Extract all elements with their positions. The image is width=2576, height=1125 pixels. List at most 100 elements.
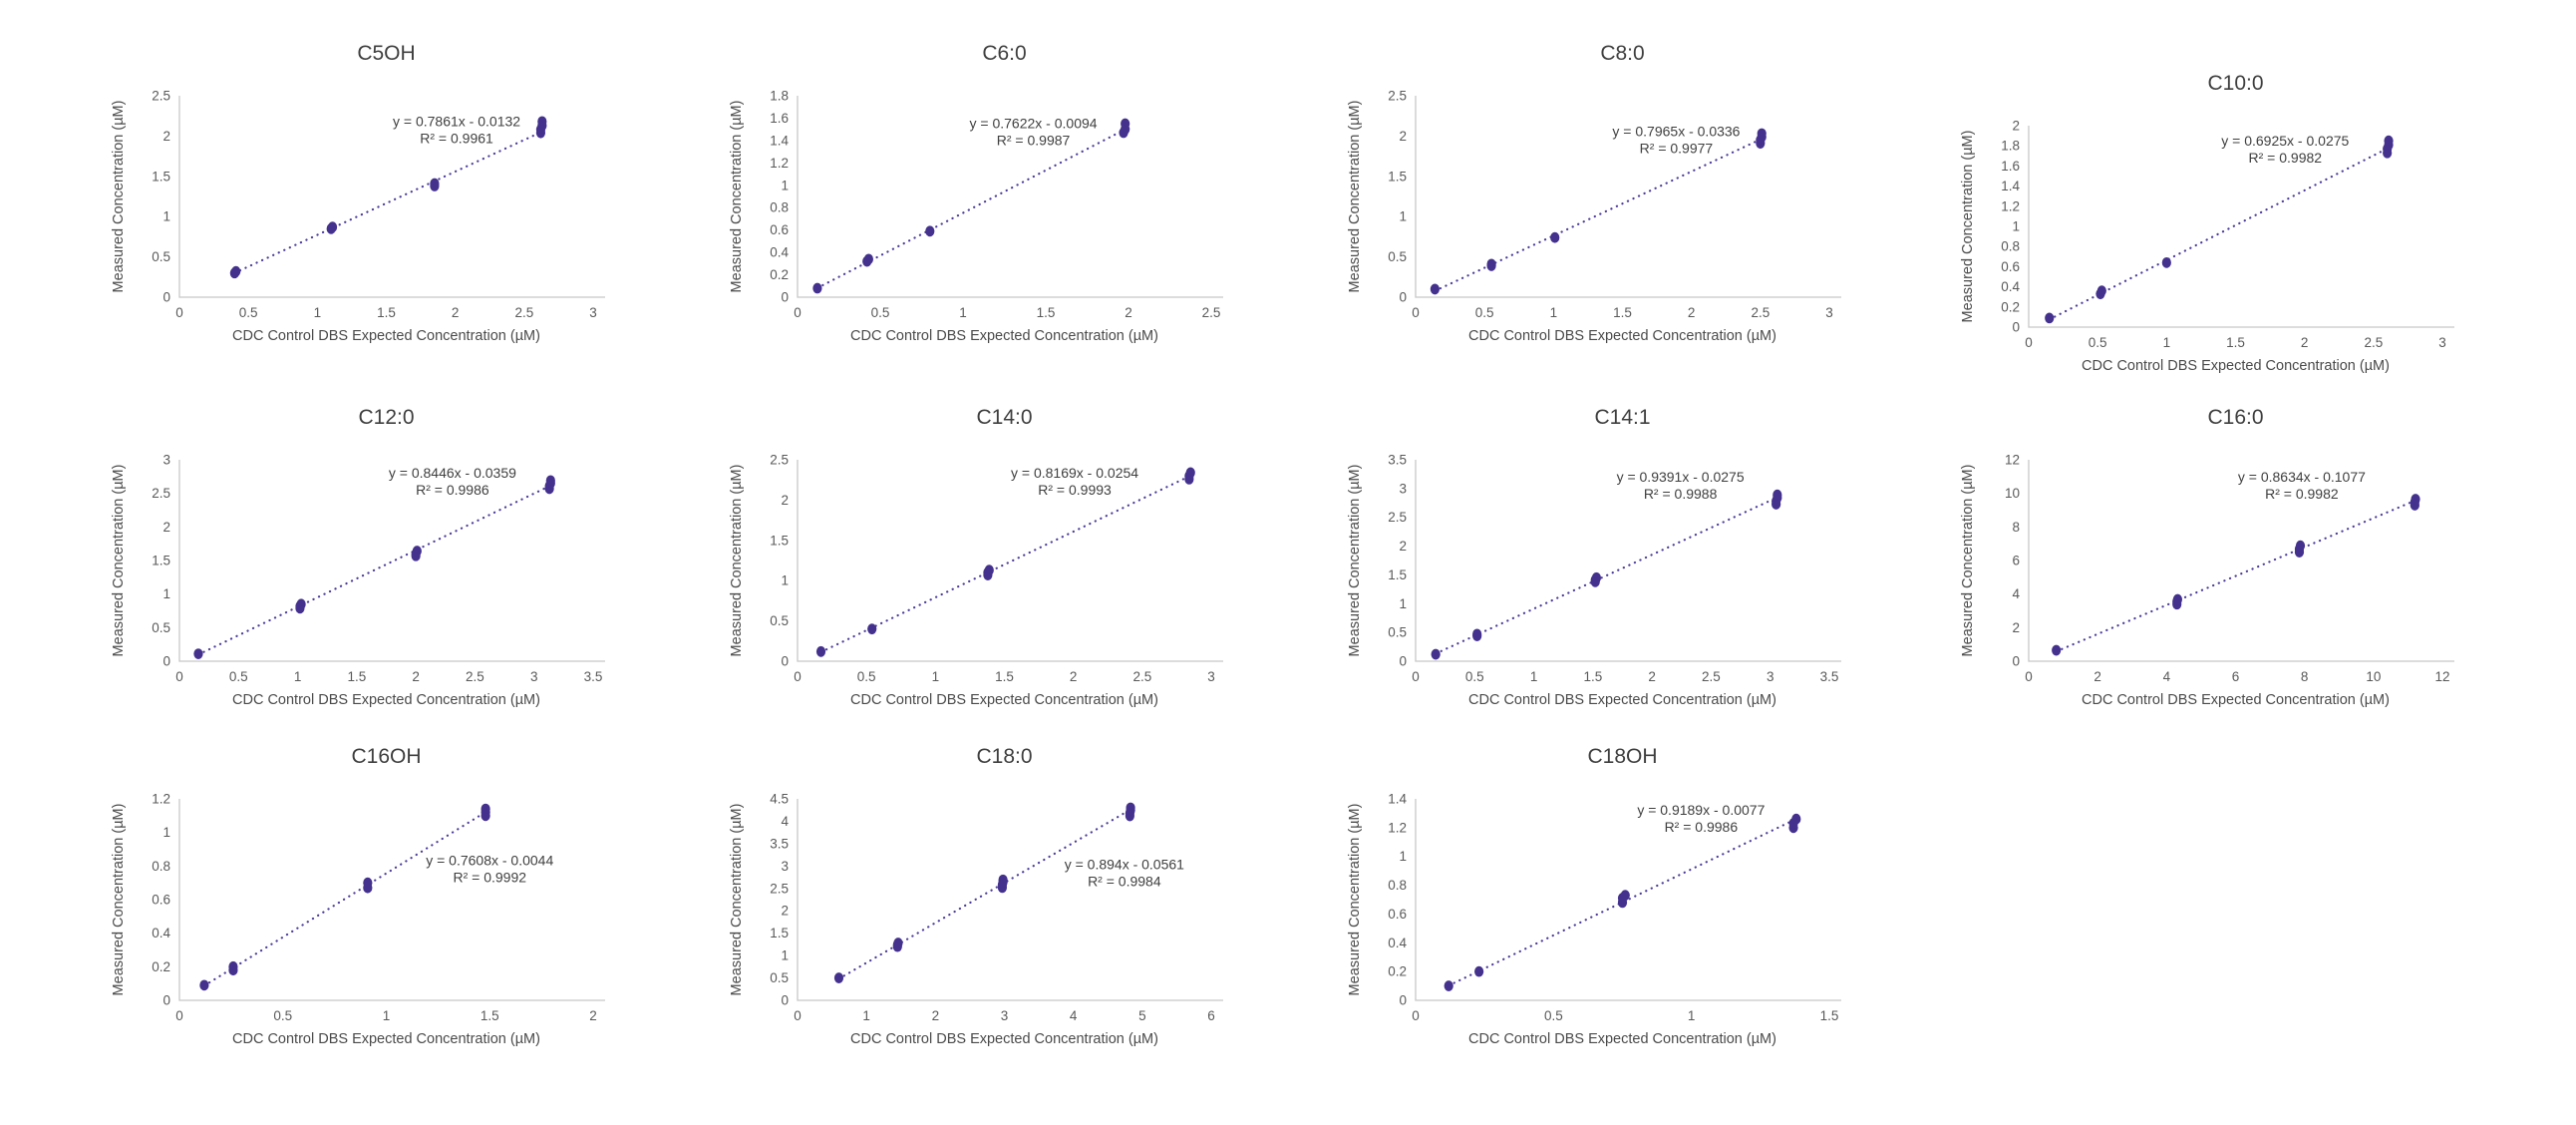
x-tick-label: 6 <box>2232 669 2240 684</box>
equation-label: y = 0.894x - 0.0561 <box>1065 857 1184 873</box>
y-tick-label: 1 <box>781 178 789 192</box>
data-point <box>925 225 935 237</box>
y-tick-label: 1 <box>1399 849 1407 864</box>
y-tick-label: 1 <box>162 586 170 601</box>
x-tick-label: 0.5 <box>1544 1008 1563 1023</box>
axis-lines <box>797 460 1223 662</box>
chart-canvas-c12-0: 0 0.5 1 1.5 2 2.5 3 0 0.5 1 1.5 2 2.5 3 3.5 C12:0 Measur… <box>111 406 605 708</box>
axis-lines <box>178 96 605 298</box>
x-tick-label: 0.5 <box>871 305 890 320</box>
y-tick-label: 1.4 <box>1388 792 1407 807</box>
equation-label: y = 0.8169x - 0.0254 <box>1011 465 1138 481</box>
chart-canvas-c18oh: 0 0.2 0.4 0.6 0.8 1 1.2 1.4 0 0.5 1 1.5 C18OH Measure… <box>1347 745 1841 1047</box>
axis-lines <box>797 96 1223 298</box>
x-tick-label: 3.5 <box>584 669 603 684</box>
x-tick-label: 1.5 <box>2226 335 2245 350</box>
y-tick-label: 2 <box>781 904 789 919</box>
x-tick-label: 1 <box>862 1008 870 1023</box>
y-tick-label: 1.8 <box>2001 139 2020 154</box>
y-tick-label: 1.5 <box>770 926 789 940</box>
y-tick-label: 2 <box>1399 539 1407 554</box>
data-point <box>1757 128 1767 140</box>
r-squared-label: R² = 0.9986 <box>1665 819 1739 835</box>
data-point <box>998 874 1008 886</box>
y-tick-label: 1 <box>1399 596 1407 611</box>
y-tick-label: 2 <box>781 493 789 508</box>
chart-title: C12:0 <box>358 406 414 429</box>
y-tick-label: 1.5 <box>152 554 170 568</box>
y-tick-label: 0.5 <box>770 970 789 985</box>
y-axis-label: Measured Concentration (µM) <box>729 101 745 293</box>
x-tick-label: 2 <box>452 305 460 320</box>
x-tick-label: 2.5 <box>1751 305 1770 320</box>
x-tick-label: 2 <box>932 1008 940 1023</box>
y-tick-label: 4 <box>2012 586 2020 601</box>
data-point <box>2172 593 2182 605</box>
y-axis-label: Measured Concentration (µM) <box>111 101 127 293</box>
y-tick-label: 0 <box>781 290 789 305</box>
trendline <box>815 130 1124 289</box>
chart-title: C16:0 <box>2207 406 2263 429</box>
y-tick-label: 6 <box>2012 554 2020 568</box>
data-point <box>1444 980 1453 991</box>
y-tick-label: 2 <box>2012 119 2020 134</box>
x-axis-label: CDC Control DBS Expected Concentration (… <box>1468 692 1776 708</box>
x-tick-label: 0 <box>794 305 802 320</box>
x-tick-label: 1.5 <box>481 1008 499 1023</box>
x-tick-label: 1.5 <box>1583 669 1602 684</box>
equation-label: y = 0.7608x - 0.0044 <box>426 853 553 869</box>
x-tick-label: 0.5 <box>273 1008 292 1023</box>
y-tick-label: 1.6 <box>770 111 789 126</box>
y-tick-label: 0 <box>1399 993 1407 1008</box>
equation-label: y = 0.8446x - 0.0359 <box>389 465 516 481</box>
y-tick-label: 12 <box>2005 453 2020 468</box>
y-tick-label: 0.2 <box>2001 299 2020 314</box>
data-point <box>481 803 490 815</box>
equation-label: y = 0.8634x - 0.1077 <box>2238 469 2366 485</box>
y-tick-label: 1.5 <box>152 169 170 184</box>
data-point <box>1431 648 1441 660</box>
x-tick-label: 0 <box>794 1008 802 1023</box>
x-tick-label: 0 <box>1412 1008 1420 1023</box>
data-point <box>1772 489 1782 501</box>
y-tick-label: 0 <box>162 654 170 669</box>
trendline <box>2055 501 2413 653</box>
trendline <box>1434 140 1760 292</box>
y-tick-label: 0.8 <box>152 859 170 874</box>
x-tick-label: 1 <box>383 1008 391 1023</box>
equation-label: y = 0.9189x - 0.0077 <box>1637 802 1765 818</box>
x-tick-label: 3 <box>530 669 538 684</box>
chart-canvas-c6-0: 0 0.2 0.4 0.6 0.8 1 1.2 1.4 1.6 1.8 0 0.5 1 1.5 2 2.5 C6… <box>729 42 1223 344</box>
chart-canvas-c14-1: 0 0.5 1 1.5 2 2.5 3 3.5 0 0.5 1 1.5 2 2.5 3 3.5 C14:1 Mea… <box>1347 406 1841 708</box>
data-point <box>867 623 877 635</box>
x-tick-label: 2.5 <box>466 669 484 684</box>
y-tick-label: 0.8 <box>1388 878 1407 893</box>
y-tick-label: 2.5 <box>1388 510 1407 525</box>
x-axis-label: CDC Control DBS Expected Concentration (… <box>850 1031 1158 1047</box>
chart-canvas-c8-0: 0 0.5 1 1.5 2 2.5 0 0.5 1 1.5 2 2.5 3 C8:0 Measured Co… <box>1347 42 1841 344</box>
x-tick-label: 12 <box>2434 669 2449 684</box>
y-tick-label: 2.5 <box>152 89 170 104</box>
x-axis-label: CDC Control DBS Expected Concentration (… <box>232 1031 540 1047</box>
x-tick-label: 0 <box>175 305 183 320</box>
y-tick-label: 3 <box>781 859 789 874</box>
y-tick-label: 1.4 <box>2001 179 2020 193</box>
x-axis-label: CDC Control DBS Expected Concentration (… <box>2082 358 2390 374</box>
x-axis-label: CDC Control DBS Expected Concentration (… <box>232 692 540 708</box>
x-tick-label: 1.5 <box>1613 305 1632 320</box>
y-tick-label: 2.5 <box>770 881 789 896</box>
y-tick-label: 2.5 <box>770 453 789 468</box>
data-point <box>984 564 994 576</box>
x-tick-label: 2.5 <box>1132 669 1151 684</box>
y-tick-label: 1.2 <box>2001 198 2020 213</box>
y-tick-label: 1.2 <box>152 792 170 807</box>
r-squared-label: R² = 0.9993 <box>1038 482 1112 498</box>
data-point <box>2295 540 2306 552</box>
x-tick-label: 2 <box>1125 305 1132 320</box>
y-axis-label: Measured Concentration (µM) <box>729 465 745 657</box>
y-tick-label: 0 <box>781 654 789 669</box>
data-point <box>363 877 373 889</box>
chart-c6-0: 0 0.2 0.4 0.6 0.8 1 1.2 1.4 1.6 1.8 0 0.5 1 1.5 2 2.5 C6… <box>713 30 1271 369</box>
chart-canvas-c14-0: 0 0.5 1 1.5 2 2.5 0 0.5 1 1.5 2 2.5 3 C14:0 Measured C… <box>729 406 1223 708</box>
x-tick-label: 0 <box>794 669 802 684</box>
